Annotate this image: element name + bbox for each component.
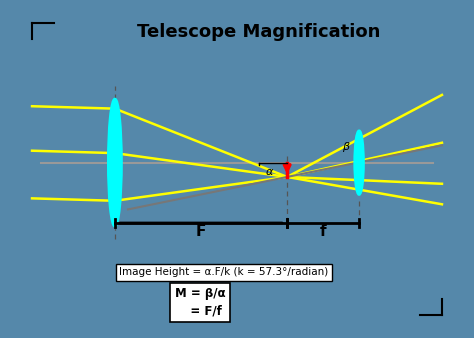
Text: Image Height = α.F/k (k = 57.3°/radian): Image Height = α.F/k (k = 57.3°/radian) [119,267,328,277]
Text: M = β/α
   = F/f: M = β/α = F/f [174,287,225,317]
Text: F: F [196,224,206,239]
Text: β: β [342,142,350,152]
Ellipse shape [355,131,364,194]
Ellipse shape [109,99,121,226]
Text: Telescope Magnification: Telescope Magnification [137,23,381,41]
Text: f: f [320,224,327,239]
Text: α: α [266,167,273,177]
